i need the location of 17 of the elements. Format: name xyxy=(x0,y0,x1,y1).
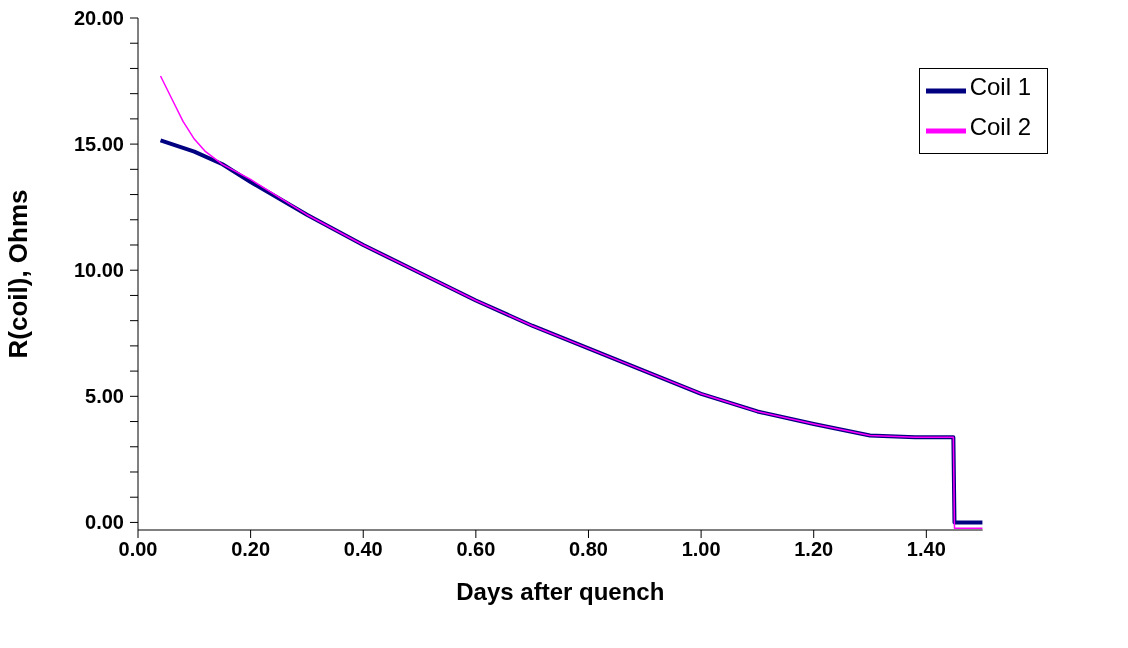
y-tick-label: 20.00 xyxy=(73,7,124,29)
y-tick-label: 10.00 xyxy=(73,259,124,282)
y-axis-title: R(coil), Ohms xyxy=(3,189,34,359)
y-tick-label: 0.00 xyxy=(85,511,124,534)
y-tick-label: 15.00 xyxy=(73,133,124,156)
x-tick-label: 0.60 xyxy=(456,538,496,560)
y-tick-label: 5.00 xyxy=(85,385,124,408)
x-tick-label: 0.80 xyxy=(569,538,608,560)
x-tick-label: 1.00 xyxy=(681,538,721,560)
x-tick-label: 0.20 xyxy=(231,538,271,560)
legend-label: Coil 1 xyxy=(969,73,1031,101)
x-tick-label: 1.40 xyxy=(906,538,946,560)
x-tick-label: 0.00 xyxy=(118,538,158,560)
x-axis-title: Days after quench xyxy=(456,578,665,605)
x-tick-label: 1.20 xyxy=(794,538,834,560)
legend-label: Coil 2 xyxy=(969,113,1031,141)
x-tick-label: 0.40 xyxy=(343,538,383,560)
